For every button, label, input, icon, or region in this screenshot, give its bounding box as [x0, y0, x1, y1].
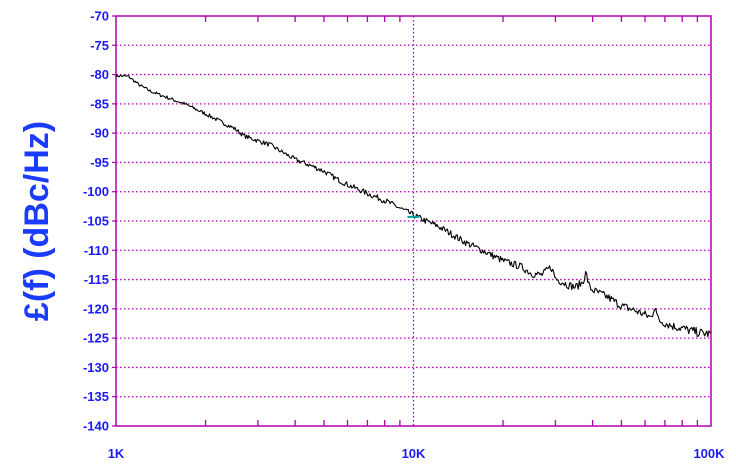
y-axis-label: £(f) (dBc/Hz)	[18, 121, 56, 321]
grid	[116, 16, 711, 426]
y-tick-label: -115	[84, 272, 109, 287]
y-tick-label: -90	[90, 126, 109, 141]
y-tick-label: -75	[90, 38, 109, 53]
y-tick-label: -100	[83, 184, 109, 199]
trace	[115, 74, 712, 338]
y-tick-label: -85	[90, 96, 109, 111]
y-tick-labels: -70 -75 -80 -85 -90 -95 -100 -105 -110 -115 -120 -1…	[83, 9, 109, 434]
y-tick-label: -110	[84, 243, 109, 258]
y-tick-label: -120	[83, 301, 109, 316]
y-tick-label: -135	[83, 389, 109, 404]
x-tick-label: 100K	[693, 446, 725, 461]
y-tick-label: -105	[83, 214, 109, 229]
y-tick-label: -70	[90, 9, 109, 24]
y-tick-label: -130	[83, 360, 109, 375]
y-tick-label: -95	[90, 155, 109, 170]
x-tick-label: 1K	[108, 446, 125, 461]
y-tick-label: -80	[90, 67, 109, 82]
plot-frame	[115, 15, 712, 427]
y-tick-label: -125	[83, 331, 109, 346]
x-tick-label: 10K	[402, 446, 426, 461]
y-tick-label: -140	[83, 419, 109, 434]
x-tick-labels: 1K 10K 100K	[108, 446, 725, 461]
